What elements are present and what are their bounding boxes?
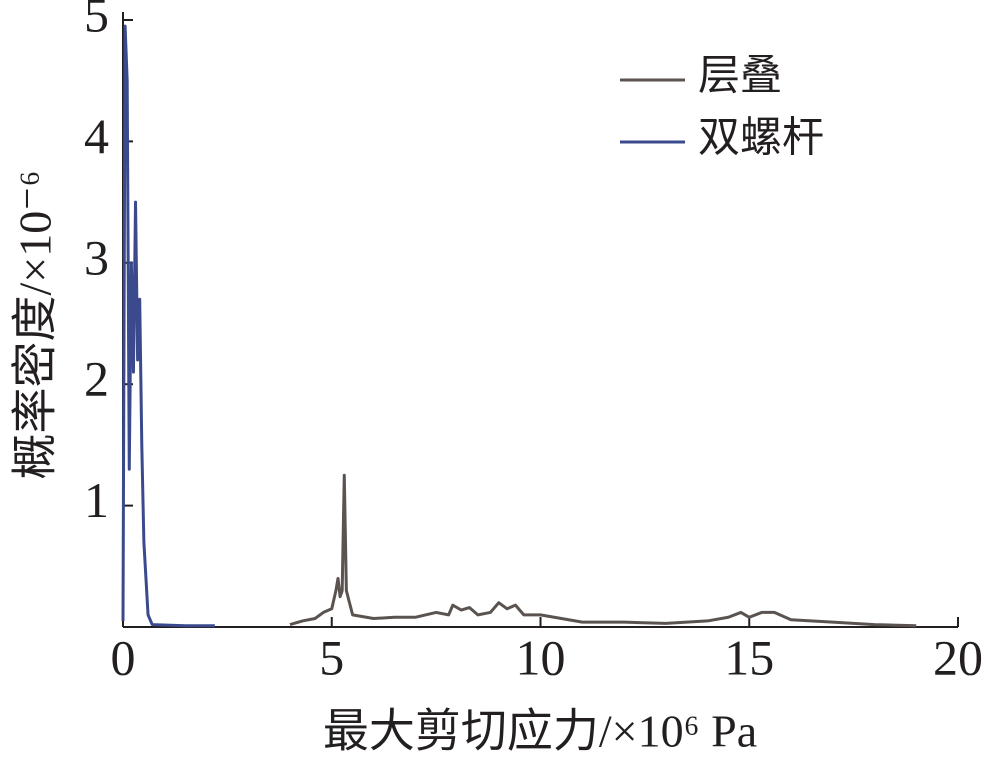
y-tick-label: 1 <box>84 472 109 528</box>
legend-label: 层叠 <box>698 54 782 100</box>
x-tick-label: 0 <box>111 629 136 685</box>
x-tick-label: 5 <box>319 629 344 685</box>
data-line <box>121 24 215 628</box>
data-line <box>289 473 917 628</box>
y-tick-label: 3 <box>84 229 109 285</box>
legend-label: 双螺杆 <box>698 116 824 162</box>
x-tick-label: 20 <box>933 629 983 685</box>
y-tick-label: 2 <box>84 351 109 407</box>
x-tick-label: 15 <box>724 629 774 685</box>
x-tick-label: 10 <box>516 629 566 685</box>
y-tick-label: 5 <box>84 0 109 42</box>
x-axis-title: 最大剪切应力/×10⁶ Pa <box>323 706 757 757</box>
y-axis-title: 概率密度/×10⁻⁶ <box>10 170 61 479</box>
y-tick-label: 4 <box>84 108 109 164</box>
